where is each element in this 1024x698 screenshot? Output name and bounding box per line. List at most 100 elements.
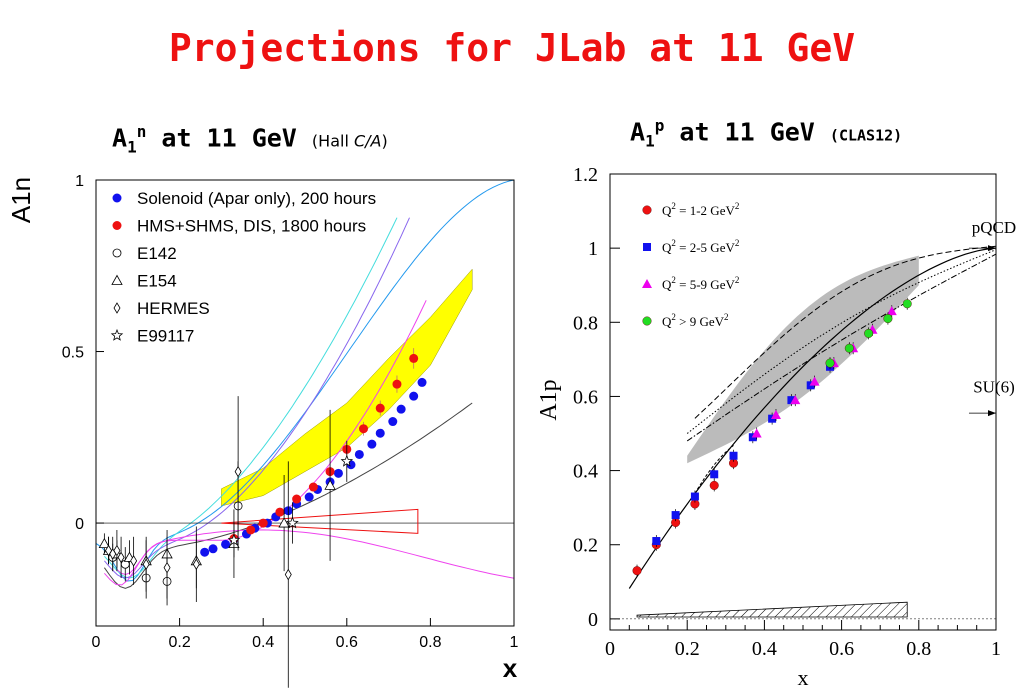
y-tick-label: 1	[588, 238, 598, 260]
legend-label-sup: 2	[671, 312, 676, 322]
data-point	[632, 566, 642, 576]
data-point	[809, 376, 820, 386]
data-point	[98, 537, 111, 549]
data-point	[192, 558, 200, 571]
theory-curve-cyan	[104, 217, 398, 579]
theory-curve-violet	[104, 217, 410, 579]
legend-marker	[642, 205, 652, 215]
data-point	[710, 470, 719, 479]
data-point	[751, 428, 762, 438]
data-point	[417, 377, 427, 387]
data-point	[284, 568, 292, 581]
y-tick-label: 0	[75, 516, 84, 533]
data-point	[200, 547, 210, 557]
legend-label: Solenoid (Apar only), 200 hours	[137, 189, 376, 208]
x-tick-label: 1	[991, 638, 1001, 660]
data-point	[409, 391, 419, 401]
legend-label-b: > 9 GeV	[676, 314, 725, 329]
legend-label: E154	[137, 272, 177, 291]
legend-marker	[113, 302, 121, 314]
theory-curve-short	[694, 445, 734, 494]
data-point	[234, 465, 242, 478]
x-tick-label: 1	[510, 634, 519, 651]
data-point	[304, 492, 314, 502]
annotation-label: pQCD	[972, 218, 1016, 237]
y-tick-label: 1	[75, 173, 84, 190]
y-tick-label: 0.4	[573, 461, 598, 483]
theory-curve-magenta-2	[116, 300, 427, 576]
left-panel-title: A1n at 11 GeV (Hall C/A)	[112, 122, 388, 156]
legend-label: Q2 > 9 GeV2	[662, 312, 729, 329]
theory-curve-dashed	[694, 245, 997, 419]
data-point	[787, 396, 796, 405]
x-tick-label: 0.4	[752, 638, 777, 660]
x-axis-label: x	[798, 665, 809, 690]
data-point	[130, 555, 138, 567]
data-point	[844, 343, 854, 353]
data-point	[163, 561, 171, 574]
legend-marker	[111, 274, 123, 285]
data-point	[886, 306, 897, 316]
y-tick-label: 0.8	[573, 312, 598, 334]
data-point	[354, 449, 364, 459]
data-point	[729, 451, 738, 460]
legend-marker	[642, 279, 652, 288]
y-tick-label: 1.2	[573, 164, 598, 186]
y-tick-label: 0.6	[573, 386, 598, 408]
legend-label: Q2 = 1-2 GeV2	[662, 201, 739, 218]
data-point	[208, 544, 218, 554]
data-point	[883, 314, 893, 324]
legend-label-sup: 2	[671, 238, 676, 248]
right-chart: pQCD SU(6) 0 0.2 0.4 0.6 0.8 1 0 0.2 0.4 0.6 0.8 1 1.2…	[536, 164, 1016, 690]
legend-label-b: = 5-9 GeV	[676, 277, 736, 292]
legend-marker	[642, 316, 652, 326]
data-point	[117, 551, 125, 564]
left-title-note-a: (Hall	[311, 131, 354, 151]
legend-label-sup2: 2	[735, 275, 740, 285]
left-title-sub: 1	[127, 137, 137, 157]
left-title-main: A	[112, 123, 128, 153]
legend-marker	[112, 248, 122, 258]
x-axis-label: x	[503, 653, 518, 683]
data-point	[396, 404, 406, 414]
data-point	[278, 517, 290, 528]
data-point	[275, 507, 285, 517]
data-point	[359, 424, 369, 434]
data-point	[142, 558, 150, 571]
theory-band-yellow	[221, 268, 473, 507]
theory-curve-blue	[95, 179, 515, 582]
legend-label-sup: 2	[671, 275, 676, 285]
right-panel-title: A1p at 11 GeV (CLAS12)	[630, 116, 902, 150]
data-point	[324, 479, 336, 490]
data-point	[652, 537, 661, 546]
x-tick-label: 0.2	[675, 638, 700, 660]
theory-curve-dashdot	[686, 253, 997, 442]
left-title-rest: at 11 GeV	[146, 123, 312, 153]
theory-curve-solid	[628, 247, 997, 589]
legend-label-a: Q	[662, 240, 672, 255]
left-title-note-b: C/A	[353, 131, 382, 151]
right-title-sup: p	[654, 116, 665, 135]
legend-label-sup2: 2	[735, 201, 740, 211]
data-point	[227, 533, 241, 546]
left-title-note: (Hall C/A)	[312, 131, 388, 150]
right-title-note: (CLAS12)	[829, 126, 903, 145]
x-tick-label: 0	[605, 638, 615, 660]
data-point	[709, 480, 719, 490]
y-tick-label: 0	[588, 609, 598, 631]
legend-label: Q2 = 2-5 GeV2	[662, 238, 739, 255]
legend-label: HERMES	[137, 299, 210, 318]
x-tick-label: 0.8	[906, 638, 931, 660]
x-tick-label: 0.6	[829, 638, 854, 660]
left-title-note-c: )	[381, 131, 388, 151]
x-tick-label: 0.2	[168, 634, 190, 651]
x-tick-label: 0.4	[252, 634, 274, 651]
x-tick-label: 0	[92, 634, 101, 651]
legend-label: HMS+SHMS, DIS, 1800 hours	[137, 217, 366, 236]
pqcd-arrowhead	[988, 245, 996, 252]
y-axis-label: A1n	[6, 177, 36, 223]
legend-marker	[112, 221, 122, 230]
data-point	[790, 395, 801, 405]
data-point	[340, 454, 354, 467]
